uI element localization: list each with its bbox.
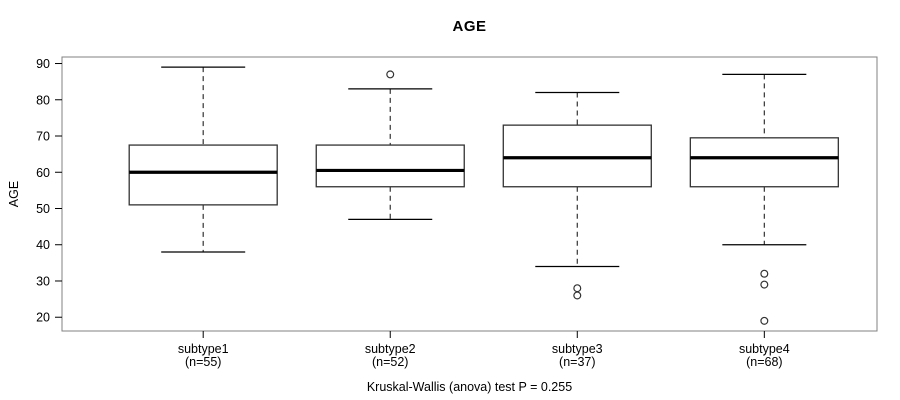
x-sublabel-subtype1: (n=55) [185,355,221,369]
y-tick-label-90: 90 [36,57,50,71]
x-label-subtype4: subtype4 [739,342,790,356]
chart-title: AGE [452,18,487,35]
x-sublabel-subtype4: (n=68) [746,355,782,369]
x-sublabel-subtype2: (n=52) [372,355,408,369]
outlier-subtype3-1 [573,291,582,300]
box-subtype3 [502,124,652,188]
box-subtype2 [315,144,465,188]
outlier-subtype2-0 [386,70,395,79]
x-label-subtype2: subtype2 [365,342,416,356]
box-subtype1 [128,144,278,206]
outlier-subtype4-1 [760,280,769,289]
outlier-subtype3-0 [573,284,582,293]
y-tick-label-60: 60 [36,166,50,180]
outlier-subtype4-2 [760,316,769,325]
y-tick-label-80: 80 [36,93,50,107]
y-tick-label-40: 40 [36,238,50,252]
y-tick-label-30: 30 [36,274,50,288]
x-label-subtype1: subtype1 [178,342,229,356]
y-tick-label-50: 50 [36,202,50,216]
x-label-subtype3: subtype3 [552,342,603,356]
caption: Kruskal-Wallis (anova) test P = 0.255 [366,380,573,394]
x-sublabel-subtype3: (n=37) [559,355,595,369]
y-tick-label-70: 70 [36,130,50,144]
y-tick-label-20: 20 [36,311,50,325]
outlier-subtype4-0 [760,269,769,278]
box-subtype4 [689,137,839,188]
plot-frame [61,56,878,332]
